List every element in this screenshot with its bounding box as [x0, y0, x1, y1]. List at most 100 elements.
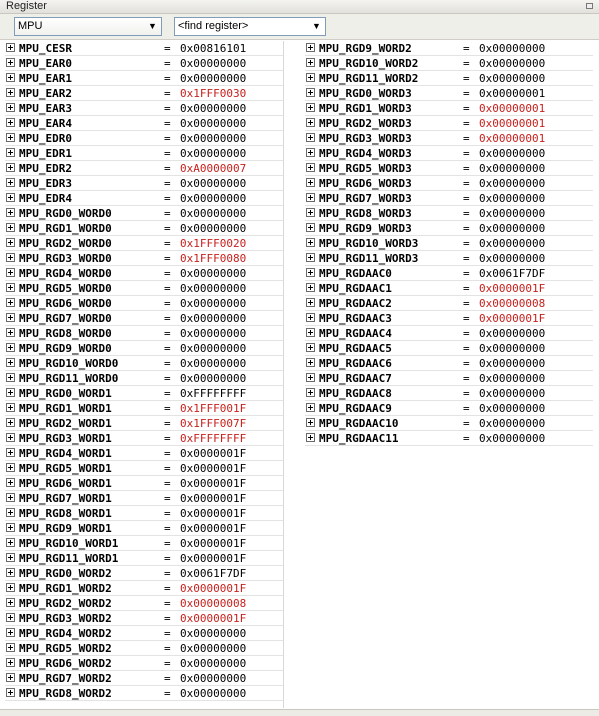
expand-icon[interactable]: [306, 388, 315, 397]
register-row[interactable]: MPU_RGD11_WORD2 = 0x00000000: [305, 71, 593, 86]
register-row[interactable]: MPU_EAR1 = 0x00000000: [5, 71, 283, 86]
register-value[interactable]: 0x00000000: [479, 252, 546, 265]
register-row[interactable]: MPU_RGDAAC10 = 0x00000000: [305, 416, 593, 431]
register-value[interactable]: 0x00000000: [479, 162, 546, 175]
register-value[interactable]: 0x00000000: [479, 402, 546, 415]
register-row[interactable]: MPU_RGD8_WORD0 = 0x00000000: [5, 326, 283, 341]
register-row[interactable]: MPU_RGD1_WORD3 = 0x00000001: [305, 101, 593, 116]
register-row[interactable]: MPU_RGD11_WORD3 = 0x00000000: [305, 251, 593, 266]
register-row[interactable]: MPU_RGD8_WORD3 = 0x00000000: [305, 206, 593, 221]
register-value[interactable]: 0x00000000: [180, 312, 247, 325]
register-row[interactable]: MPU_EDR3 = 0x00000000: [5, 176, 283, 191]
expand-icon[interactable]: [306, 88, 315, 97]
register-row[interactable]: MPU_EAR3 = 0x00000000: [5, 101, 283, 116]
expand-icon[interactable]: [6, 223, 15, 232]
register-value[interactable]: 0x0000001F: [180, 447, 247, 460]
register-value[interactable]: 0x00000000: [479, 342, 546, 355]
expand-icon[interactable]: [6, 418, 15, 427]
register-value[interactable]: 0x00000000: [479, 192, 546, 205]
register-value[interactable]: 0x00000000: [479, 42, 546, 55]
expand-icon[interactable]: [6, 373, 15, 382]
expand-icon[interactable]: [6, 58, 15, 67]
expand-icon[interactable]: [6, 688, 15, 697]
expand-icon[interactable]: [6, 283, 15, 292]
register-value[interactable]: 0x00000000: [180, 657, 247, 670]
register-value[interactable]: 0x0000001F: [180, 492, 247, 505]
expand-icon[interactable]: [306, 133, 315, 142]
register-value[interactable]: 0x0061F7DF: [479, 267, 546, 280]
register-value[interactable]: 0x1FFF0030: [180, 87, 247, 100]
register-row[interactable]: MPU_RGD6_WORD0 = 0x00000000: [5, 296, 283, 311]
register-value[interactable]: 0x0000001F: [180, 522, 247, 535]
register-value[interactable]: 0x0000001F: [180, 552, 247, 565]
register-value[interactable]: 0x1FFF0020: [180, 237, 247, 250]
register-value[interactable]: 0x00000000: [479, 237, 546, 250]
register-row[interactable]: MPU_RGD11_WORD1 = 0x0000001F: [5, 551, 283, 566]
expand-icon[interactable]: [306, 238, 315, 247]
register-value[interactable]: 0x0000001F: [479, 282, 546, 295]
register-value[interactable]: 0x00000000: [180, 372, 247, 385]
register-row[interactable]: MPU_RGDAAC11 = 0x00000000: [305, 431, 593, 446]
register-value[interactable]: 0x00000001: [479, 132, 546, 145]
register-row[interactable]: MPU_RGD10_WORD2 = 0x00000000: [305, 56, 593, 71]
register-value[interactable]: 0x00000000: [479, 372, 546, 385]
register-value[interactable]: 0x00000000: [479, 357, 546, 370]
register-value[interactable]: 0x00000001: [479, 117, 546, 130]
register-value[interactable]: 0x00000000: [479, 207, 546, 220]
register-row[interactable]: MPU_RGD5_WORD3 = 0x00000000: [305, 161, 593, 176]
register-row[interactable]: MPU_RGD3_WORD0 = 0x1FFF0080: [5, 251, 283, 266]
register-value[interactable]: 0x00000000: [180, 102, 247, 115]
register-row[interactable]: MPU_RGD1_WORD0 = 0x00000000: [5, 221, 283, 236]
register-row[interactable]: MPU_RGD0_WORD1 = 0xFFFFFFFF: [5, 386, 283, 401]
expand-icon[interactable]: [306, 178, 315, 187]
expand-icon[interactable]: [306, 223, 315, 232]
expand-icon[interactable]: [6, 253, 15, 262]
register-value[interactable]: 0xFFFFFFFF: [180, 387, 247, 400]
expand-icon[interactable]: [6, 673, 15, 682]
register-row[interactable]: MPU_RGD0_WORD0 = 0x00000000: [5, 206, 283, 221]
expand-icon[interactable]: [6, 238, 15, 247]
register-value[interactable]: 0x00000001: [479, 102, 546, 115]
register-row[interactable]: MPU_RGD4_WORD2 = 0x00000000: [5, 626, 283, 641]
register-value[interactable]: 0x00000000: [479, 72, 546, 85]
find-register-input[interactable]: <find register> ▼: [174, 17, 326, 36]
register-row[interactable]: MPU_EAR0 = 0x00000000: [5, 56, 283, 71]
register-value[interactable]: 0x0000001F: [180, 582, 247, 595]
register-value[interactable]: 0x00000000: [180, 192, 247, 205]
expand-icon[interactable]: [6, 313, 15, 322]
register-row[interactable]: MPU_RGD2_WORD1 = 0x1FFF007F: [5, 416, 283, 431]
expand-icon[interactable]: [6, 523, 15, 532]
expand-icon[interactable]: [306, 283, 315, 292]
expand-icon[interactable]: [6, 463, 15, 472]
register-row[interactable]: MPU_RGD2_WORD0 = 0x1FFF0020: [5, 236, 283, 251]
expand-icon[interactable]: [6, 568, 15, 577]
register-value[interactable]: 0x00000000: [180, 672, 247, 685]
register-row[interactable]: MPU_RGD1_WORD2 = 0x0000001F: [5, 581, 283, 596]
register-row[interactable]: MPU_RGD4_WORD0 = 0x00000000: [5, 266, 283, 281]
expand-icon[interactable]: [6, 613, 15, 622]
register-row[interactable]: MPU_EDR1 = 0x00000000: [5, 146, 283, 161]
register-value[interactable]: 0x00000000: [180, 627, 247, 640]
register-row[interactable]: MPU_RGDAAC3 = 0x0000001F: [305, 311, 593, 326]
register-row[interactable]: MPU_RGDAAC2 = 0x00000008: [305, 296, 593, 311]
register-row[interactable]: MPU_RGD5_WORD1 = 0x0000001F: [5, 461, 283, 476]
register-value[interactable]: 0x00000008: [479, 297, 546, 310]
expand-icon[interactable]: [6, 88, 15, 97]
register-row[interactable]: MPU_RGDAAC1 = 0x0000001F: [305, 281, 593, 296]
expand-icon[interactable]: [306, 343, 315, 352]
expand-icon[interactable]: [306, 403, 315, 412]
expand-icon[interactable]: [6, 658, 15, 667]
register-row[interactable]: MPU_RGDAAC7 = 0x00000000: [305, 371, 593, 386]
register-row[interactable]: MPU_RGDAAC9 = 0x00000000: [305, 401, 593, 416]
expand-icon[interactable]: [6, 178, 15, 187]
register-value[interactable]: 0x00000000: [479, 147, 546, 160]
expand-icon[interactable]: [306, 328, 315, 337]
register-value[interactable]: 0x0000001F: [479, 312, 546, 325]
expand-icon[interactable]: [306, 103, 315, 112]
register-row[interactable]: MPU_RGDAAC8 = 0x00000000: [305, 386, 593, 401]
register-value[interactable]: 0x00000000: [479, 222, 546, 235]
expand-icon[interactable]: [306, 43, 315, 52]
register-row[interactable]: MPU_EDR4 = 0x00000000: [5, 191, 283, 206]
chevron-down-icon[interactable]: ▼: [312, 21, 321, 31]
expand-icon[interactable]: [306, 148, 315, 157]
